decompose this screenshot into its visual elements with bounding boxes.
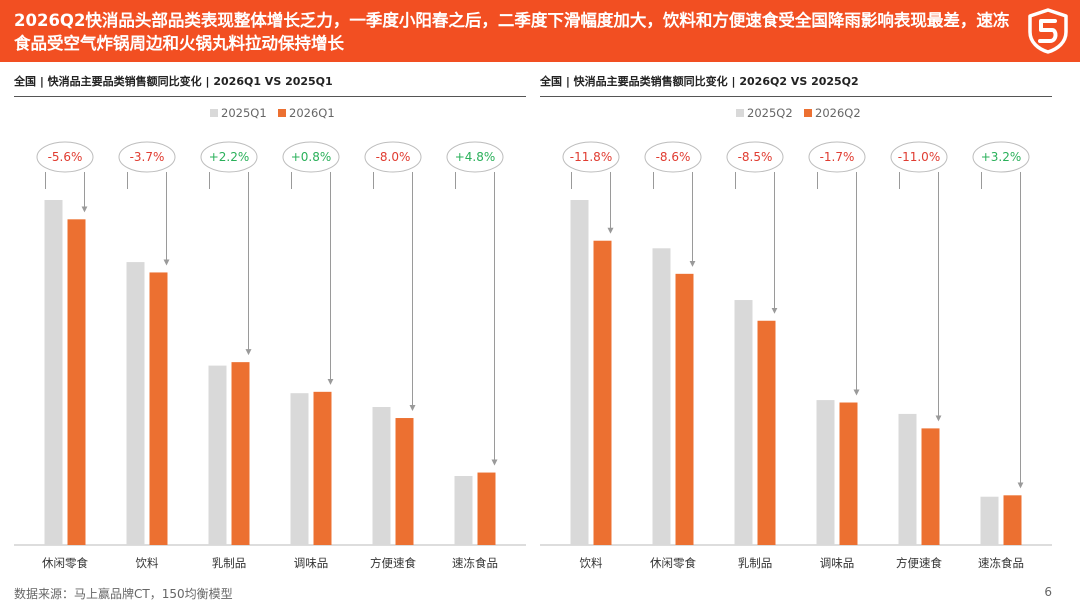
category-label: 乳制品: [738, 556, 773, 570]
change-bubble: [200, 141, 258, 173]
category-label: 休闲零食: [650, 556, 696, 570]
change-bubble: [562, 141, 620, 173]
bar-2025Q2: [734, 300, 753, 545]
change-label: +4.8%: [455, 150, 496, 164]
change-label: -8.5%: [738, 150, 773, 164]
bar-2026Q1: [395, 418, 414, 545]
bar-2026Q1: [477, 472, 496, 545]
change-bubble: [364, 141, 422, 173]
bar-2025Q1: [372, 407, 391, 545]
change-bubble: [282, 141, 340, 173]
bar-2026Q1: [67, 219, 86, 545]
bar-2025Q2: [980, 496, 999, 545]
change-bubble: [118, 141, 176, 173]
title-divider: [540, 96, 1052, 97]
category-label: 速冻食品: [452, 556, 498, 570]
legend-swatch: [210, 109, 218, 117]
shield-logo-icon: [1028, 8, 1068, 54]
bar-2026Q2: [1003, 495, 1022, 545]
change-bubble: [972, 141, 1030, 173]
category-label: 饮料: [136, 556, 159, 570]
bar-2026Q1: [149, 272, 168, 545]
change-bubble: [446, 141, 504, 173]
bar-2025Q2: [816, 400, 835, 545]
legend-swatch: [736, 109, 744, 117]
bar-2025Q2: [570, 200, 589, 545]
legend-swatch: [804, 109, 812, 117]
bar-2026Q2: [921, 428, 940, 545]
change-bubble: [808, 141, 866, 173]
legend: 2025Q2 2026Q2: [736, 106, 861, 120]
change-label: +3.2%: [981, 150, 1022, 164]
change-label: -3.7%: [130, 150, 165, 164]
bar-2025Q1: [44, 200, 63, 545]
change-label: +2.2%: [209, 150, 250, 164]
bar-chart-q1: 2025Q1 2026Q1 -5.6% 休闲零食 -3.7% 饮料 +2.2% 乳制品 +0.8…: [14, 106, 526, 570]
change-bubble: [726, 141, 784, 173]
header-banner: 2026Q2快消品头部品类表现整体增长乏力，一季度小阳春之后，二季度下滑幅度加大…: [0, 0, 1080, 62]
chart-panel-q1: 全国 | 快消品主要品类销售额同比变化 | 2026Q1 VS 2025Q1 2…: [14, 70, 526, 570]
change-label: -8.6%: [656, 150, 691, 164]
bar-2025Q2: [652, 248, 671, 546]
legend-label: 2025Q2: [747, 106, 793, 120]
change-bubble: [36, 141, 94, 173]
bar-2026Q2: [593, 240, 612, 545]
bar-2025Q1: [126, 262, 145, 545]
change-label: -1.7%: [820, 150, 855, 164]
change-label: -11.8%: [570, 150, 612, 164]
change-label: -5.6%: [48, 150, 83, 164]
bar-2026Q2: [757, 320, 776, 545]
change-bubble: [890, 141, 948, 173]
change-label: -8.0%: [376, 150, 411, 164]
category-label: 乳制品: [212, 556, 247, 570]
bar-2026Q2: [839, 402, 858, 545]
change-bubble: [644, 141, 702, 173]
legend-label: 2026Q1: [289, 106, 335, 120]
data-source-note: 数据来源：马上赢品牌CT，150均衡模型: [14, 587, 233, 601]
bar-2026Q2: [675, 273, 694, 545]
bar-chart-q2: 2025Q2 2026Q2 -11.8% 饮料 -8.6% 休闲零食 -8.5% 乳制品 -1.…: [540, 106, 1052, 570]
page-title: 2026Q2快消品头部品类表现整体增长乏力，一季度小阳春之后，二季度下滑幅度加大…: [14, 11, 1010, 53]
chart-title: 全国 | 快消品主要品类销售额同比变化 | 2026Q1 VS 2025Q1: [14, 75, 333, 88]
legend-swatch: [278, 109, 286, 117]
category-label: 饮料: [580, 556, 603, 570]
bar-2026Q1: [313, 391, 332, 545]
bar-2025Q1: [454, 476, 473, 545]
category-label: 调味品: [294, 556, 329, 570]
category-label: 休闲零食: [42, 556, 88, 570]
category-label: 调味品: [820, 556, 855, 570]
category-label: 方便速食: [896, 556, 942, 570]
page-number: 6: [1044, 585, 1052, 599]
legend-label: 2026Q2: [815, 106, 861, 120]
change-label: +0.8%: [291, 150, 332, 164]
legend-label: 2025Q1: [221, 106, 267, 120]
chart-panel-q2: 全国 | 快消品主要品类销售额同比变化 | 2026Q2 VS 2025Q2 2…: [540, 70, 1052, 570]
category-label: 方便速食: [370, 556, 416, 570]
title-divider: [14, 96, 526, 97]
category-label: 速冻食品: [978, 556, 1024, 570]
bar-2026Q1: [231, 362, 250, 545]
bar-2025Q2: [898, 413, 917, 545]
legend: 2025Q1 2026Q1: [210, 106, 335, 120]
bar-2025Q1: [290, 393, 309, 545]
bar-2025Q1: [208, 365, 227, 545]
chart-title: 全国 | 快消品主要品类销售额同比变化 | 2026Q2 VS 2025Q2: [540, 75, 859, 88]
change-label: -11.0%: [898, 150, 940, 164]
